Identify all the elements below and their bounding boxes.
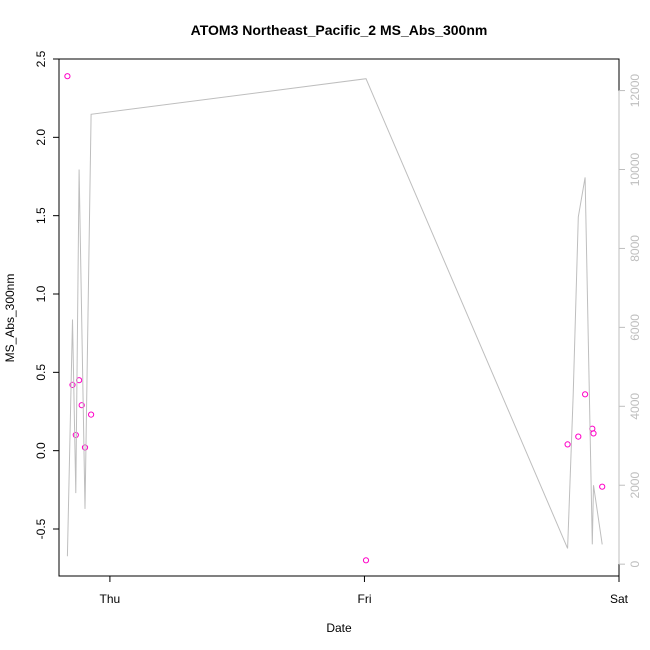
y2-tick-label: 12000 (628, 74, 642, 108)
y-tick-label: -0.5 (34, 518, 48, 539)
data-point (590, 430, 597, 437)
chart-title: ATOM3 Northeast_Pacific_2 MS_Abs_300nm (191, 22, 488, 38)
data-point (72, 431, 79, 439)
series-layer (64, 73, 606, 564)
y2-tick-label: 0 (628, 561, 642, 568)
y2-tick-label: 6000 (628, 314, 642, 341)
data-point (78, 402, 85, 409)
x-axis: Thu Fri Sat (100, 575, 629, 606)
plot-frame (58, 58, 620, 577)
x-tick-label: Sat (610, 592, 629, 606)
data-point (64, 73, 71, 80)
x-tick-label: Fri (358, 592, 372, 606)
y-tick-label: 1.0 (34, 285, 48, 302)
y-axis-left: -0.5 0.0 0.5 1.0 1.5 2.0 2.5 (34, 50, 60, 539)
data-point (575, 433, 582, 440)
y-tick-label: 2.5 (34, 50, 48, 67)
y-axis-right: 0 2000 4000 6000 8000 10000 12000 (618, 74, 642, 568)
data-point (564, 441, 571, 448)
data-point (362, 557, 370, 564)
y2-tick-label: 10000 (628, 152, 642, 186)
y-axis-label: MS_Abs_300nm (3, 274, 17, 363)
data-point (582, 391, 589, 398)
x-tick-label: Thu (100, 592, 121, 606)
data-point (69, 381, 76, 388)
y-tick-label: 2.0 (34, 129, 48, 146)
x-axis-label: Date (326, 621, 352, 635)
data-point (88, 411, 95, 418)
y-tick-label: 0.5 (34, 364, 48, 381)
y-tick-label: 0.0 (34, 442, 48, 459)
data-point (599, 483, 606, 490)
y2-tick-label: 8000 (628, 235, 642, 262)
y2-tick-label: 4000 (628, 393, 642, 420)
y-tick-label: 1.5 (34, 207, 48, 224)
series-line-right-axis (66, 78, 603, 557)
data-point (81, 444, 89, 451)
y2-tick-label: 2000 (628, 472, 642, 499)
